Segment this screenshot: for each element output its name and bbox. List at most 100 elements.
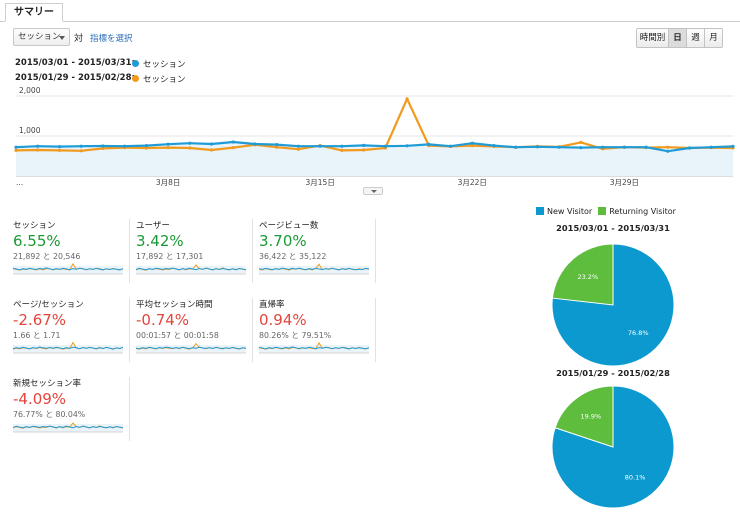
- granularity-month-button[interactable]: 月: [704, 29, 722, 47]
- chart-collapse-handle[interactable]: [363, 187, 383, 195]
- data-point-current[interactable]: [209, 142, 214, 146]
- vs-label: 対: [74, 34, 84, 44]
- data-point-previous[interactable]: [144, 146, 148, 150]
- legend-series-name: セッション: [143, 75, 186, 85]
- scorecard-avg-session-duration[interactable]: 平均セッション時間 -0.74% 00:01:57 と 00:01:58: [136, 298, 253, 362]
- granularity-buttons: 時間別 日 週 月: [636, 28, 723, 48]
- visitor-pie-chart: 23.2% 76.8%: [551, 243, 675, 367]
- data-point-current[interactable]: [253, 142, 257, 146]
- data-point-previous[interactable]: [209, 148, 214, 152]
- data-point-current[interactable]: [470, 141, 474, 145]
- data-point-current[interactable]: [557, 145, 561, 149]
- data-point-current[interactable]: [666, 149, 670, 153]
- data-point-previous[interactable]: [57, 148, 62, 152]
- data-point-current[interactable]: [14, 145, 18, 149]
- sessions-line-chart: 2,000 1,000... 3月8日 3月15日 3月22日 3月29日: [14, 86, 735, 187]
- scorecard-compare: 00:01:57 と 00:01:58: [136, 331, 219, 340]
- data-point-previous[interactable]: [14, 148, 18, 152]
- data-point-previous[interactable]: [362, 148, 366, 152]
- data-point-current[interactable]: [492, 144, 496, 148]
- data-point-current[interactable]: [296, 144, 301, 148]
- data-point-previous[interactable]: [275, 145, 279, 149]
- data-point-current[interactable]: [101, 144, 105, 148]
- scorecard-title: 新規セッション率: [13, 379, 82, 389]
- data-point-current[interactable]: [166, 142, 170, 146]
- scorecard-pageviews[interactable]: ページビュー数 3.70% 36,422 と 35,122: [259, 219, 376, 283]
- data-point-current[interactable]: [362, 143, 366, 147]
- data-point-current[interactable]: [535, 145, 540, 149]
- data-point-previous[interactable]: [296, 147, 301, 151]
- series-line-previous: [15, 97, 734, 152]
- sparkline-area: [259, 266, 369, 274]
- granularity-day-button[interactable]: 日: [668, 29, 686, 47]
- data-point-current[interactable]: [231, 140, 235, 144]
- data-point-previous[interactable]: [340, 148, 344, 152]
- tab-summary[interactable]: サマリー: [5, 3, 63, 22]
- data-point-current[interactable]: [123, 144, 127, 148]
- data-point-previous[interactable]: [666, 145, 670, 149]
- chevron-down-icon: [59, 36, 65, 40]
- legend-previous: 2015/01/29 - 2015/02/28: セッション: [15, 73, 186, 85]
- metric-select[interactable]: セッション: [13, 28, 70, 46]
- data-point-previous[interactable]: [231, 146, 235, 150]
- scorecard-bounce-rate[interactable]: 直帰率 0.94% 80.26% と 79.51%: [259, 298, 376, 362]
- data-point-current[interactable]: [318, 144, 322, 148]
- data-point-current[interactable]: [57, 145, 62, 149]
- data-point-current[interactable]: [427, 142, 431, 146]
- granularity-week-button[interactable]: 週: [686, 29, 704, 47]
- data-point-current[interactable]: [448, 144, 453, 148]
- pie-slice-returning-visitor[interactable]: [554, 385, 614, 448]
- swatch-icon: [536, 207, 544, 215]
- data-point-current[interactable]: [405, 144, 409, 148]
- sparkline-current: [13, 425, 123, 429]
- data-point-previous[interactable]: [166, 146, 170, 150]
- data-point-previous[interactable]: [101, 146, 105, 150]
- data-point-current[interactable]: [188, 141, 192, 145]
- pie-slice-returning-visitor[interactable]: [551, 243, 614, 306]
- sparkline-area: [13, 345, 123, 353]
- x-tick-label: 3月29日: [610, 178, 639, 187]
- data-point-current[interactable]: [579, 146, 583, 150]
- pie-label-returning: 19.9%: [581, 412, 602, 420]
- scorecard-pages-per-session[interactable]: ページ/セッション -2.67% 1.66 と 1.71: [13, 298, 130, 362]
- data-point-current[interactable]: [36, 144, 40, 148]
- sparkline-area: [136, 266, 246, 274]
- scorecard-sessions[interactable]: セッション 6.55% 21,892 と 20,546: [13, 219, 130, 283]
- data-point-previous[interactable]: [579, 140, 583, 144]
- data-point-current[interactable]: [601, 145, 605, 149]
- data-point-previous[interactable]: [79, 149, 83, 153]
- legend-range: 2015/03/01 - 2015/03/31:: [15, 58, 135, 68]
- data-point-current[interactable]: [514, 145, 518, 149]
- data-point-current[interactable]: [687, 146, 692, 150]
- data-point-current[interactable]: [79, 144, 83, 148]
- data-point-previous[interactable]: [188, 146, 192, 150]
- scorecard-title: セッション: [13, 221, 56, 231]
- series-line-current: [15, 140, 734, 153]
- data-point-current[interactable]: [709, 145, 713, 149]
- scorecard-compare: 17,892 と 17,301: [136, 252, 204, 261]
- scorecard-change: 6.55%: [13, 232, 61, 250]
- pie-legend-item-returning[interactable]: Returning Visitor: [598, 207, 676, 216]
- pie-label-returning: 23.2%: [577, 273, 598, 281]
- pie-legend: New Visitor Returning Visitor: [536, 207, 676, 216]
- data-point-previous[interactable]: [36, 148, 40, 152]
- data-point-current[interactable]: [275, 143, 279, 147]
- data-point-current[interactable]: [622, 145, 626, 149]
- visitor-pie-chart: 19.9% 80.1%: [551, 385, 675, 509]
- data-point-current[interactable]: [644, 145, 648, 149]
- data-point-current[interactable]: [340, 144, 344, 148]
- data-point-current[interactable]: [144, 144, 148, 148]
- select-metric-link[interactable]: 指標を選択: [90, 34, 133, 44]
- scorecard-users[interactable]: ユーザー 3.42% 17,892 と 17,301: [136, 219, 253, 283]
- granularity-hourly-button[interactable]: 時間別: [637, 29, 668, 47]
- data-point-previous[interactable]: [405, 97, 409, 101]
- data-point-current[interactable]: [731, 144, 735, 148]
- scorecard-new-sessions[interactable]: 新規セッション率 -4.09% 76.77% と 80.04%: [13, 377, 130, 441]
- sparkline: [13, 262, 123, 275]
- pie-legend-item-new[interactable]: New Visitor: [536, 207, 592, 216]
- data-point-previous[interactable]: [470, 144, 474, 148]
- data-point-current[interactable]: [383, 144, 387, 148]
- sparkline-current: [259, 346, 369, 350]
- scorecard-compare: 80.26% と 79.51%: [259, 331, 332, 340]
